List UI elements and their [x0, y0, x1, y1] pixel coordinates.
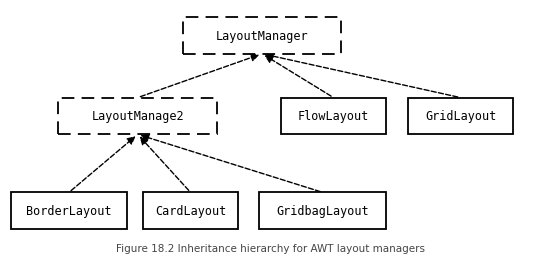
Text: Figure 18.2 Inheritance hierarchy for AWT layout managers: Figure 18.2 Inheritance hierarchy for AW… [116, 244, 424, 253]
Text: GridLayout: GridLayout [425, 110, 496, 123]
Text: GridbagLayout: GridbagLayout [276, 204, 369, 217]
Text: FlowLayout: FlowLayout [298, 110, 369, 123]
Bar [58, 98, 217, 135]
Text: LayoutManage2: LayoutManage2 [91, 110, 184, 123]
Bar [281, 98, 387, 135]
Bar [143, 193, 238, 229]
Bar [259, 193, 387, 229]
Bar [183, 18, 341, 55]
Bar [408, 98, 514, 135]
Text: BorderLayout: BorderLayout [26, 204, 112, 217]
Text: LayoutManager: LayoutManager [216, 30, 308, 43]
Text: CardLayout: CardLayout [155, 204, 226, 217]
Bar [11, 193, 127, 229]
